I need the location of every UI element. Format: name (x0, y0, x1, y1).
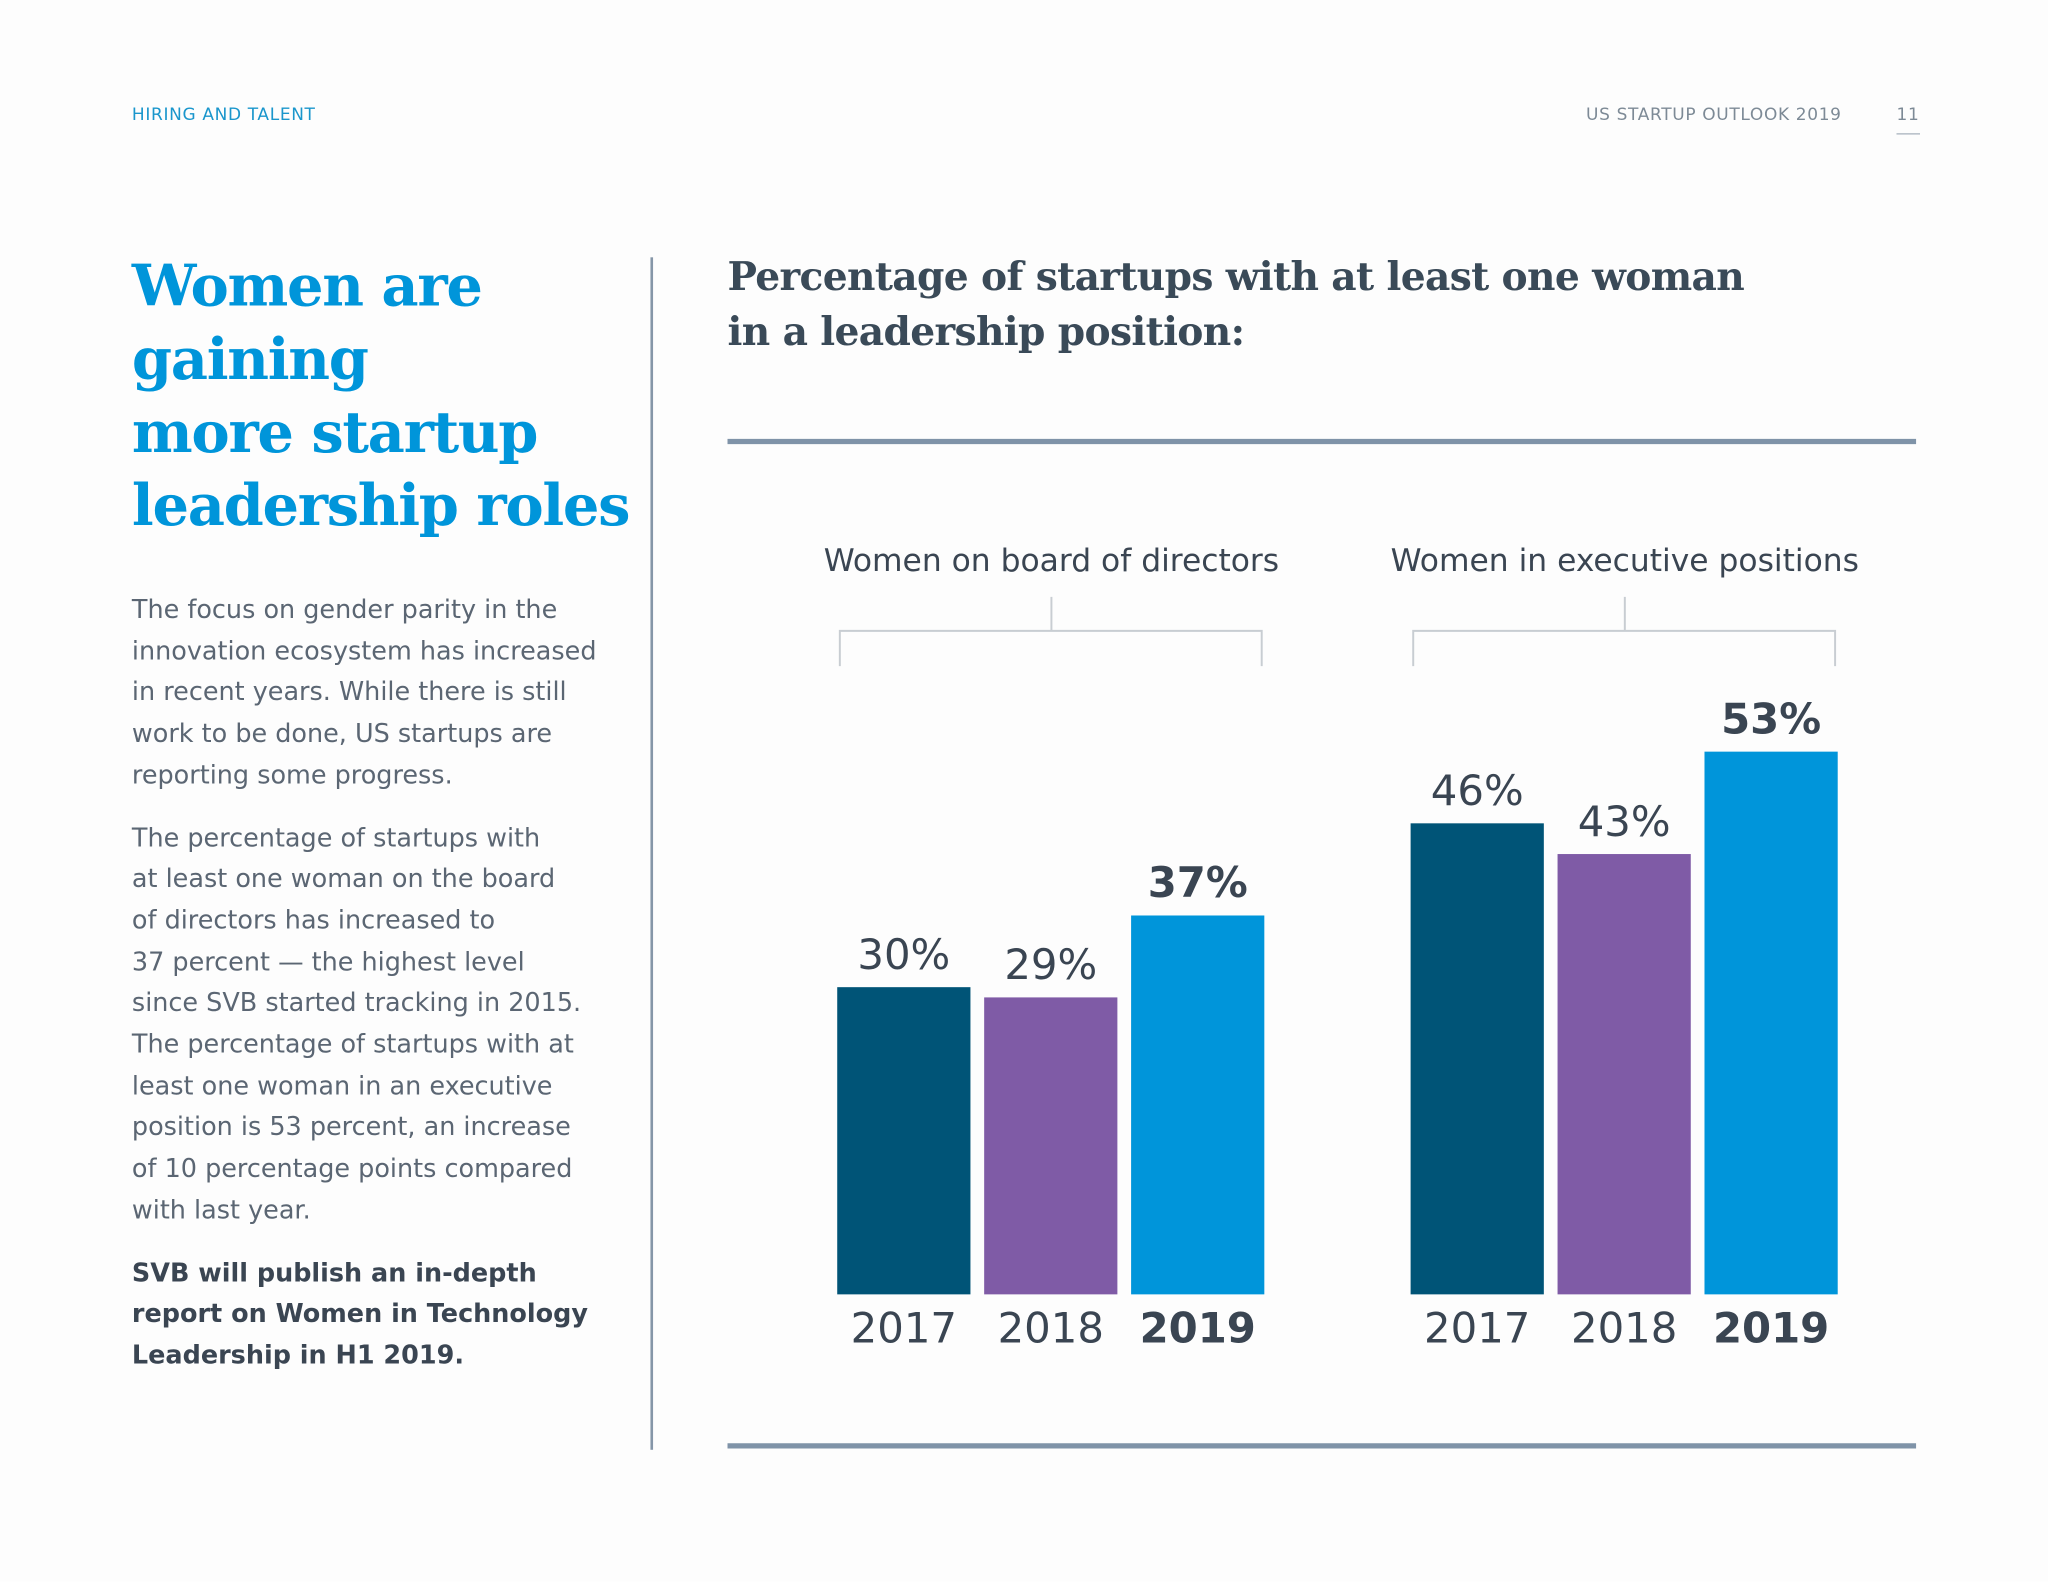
paragraph-line: The focus on gender parity in the (131, 594, 558, 625)
category-label: 2019 (1713, 1304, 1829, 1353)
bracket (838, 596, 1263, 667)
category-label: 2019 (1140, 1304, 1256, 1353)
bar (1131, 915, 1265, 1295)
category-label: 2018 (1571, 1304, 1677, 1353)
callout-line: Leadership in H1 2019. (131, 1340, 464, 1371)
publication-label: US STARTUP OUTLOOK 2019 (1586, 105, 1842, 126)
callout-line: report on Women in Technology (131, 1298, 588, 1329)
paragraph-line: position is 53 percent, an increase (131, 1112, 571, 1143)
value-label: 29% (1004, 940, 1097, 989)
bar (1557, 854, 1691, 1295)
bar (1410, 823, 1544, 1295)
paragraph-line: least one woman in an executive (131, 1070, 553, 1101)
paragraph-line: work to be done, US startups are (131, 718, 553, 749)
section-label: HIRING AND TALENT (131, 105, 316, 126)
paragraph-line: in recent years. While there is still (131, 677, 567, 708)
paragraph-line: at least one woman on the board (131, 863, 556, 894)
chart-heading-line: in a leadership position: (727, 309, 1246, 356)
callout: SVB will publish an in-depth report on Wo… (132, 1252, 628, 1376)
paragraph-line: The percentage of startups with (131, 822, 541, 853)
value-label: 43% (1578, 797, 1671, 846)
divider (650, 257, 654, 1450)
headline-line: leadership roles (131, 472, 631, 540)
callout-line: SVB will publish an in-depth (131, 1257, 537, 1288)
page-number: 11 (1896, 106, 1920, 135)
paragraph-line: innovation ecosystem has increased (131, 635, 597, 666)
category-label: 2018 (998, 1304, 1104, 1353)
value-label: 53% (1721, 694, 1821, 743)
bracket (1412, 596, 1837, 667)
paragraph-line: of 10 percentage points compared (131, 1153, 573, 1184)
paragraph-line: of directors has increased to (131, 905, 496, 936)
paragraph: The percentage of startups with at least … (132, 817, 628, 1231)
value-label: 46% (1431, 766, 1524, 815)
group-title: Women in executive positions (1391, 543, 1859, 579)
paragraph: The focus on gender parity in the innovat… (132, 589, 628, 796)
bar (984, 997, 1118, 1295)
chart-heading-line: Percentage of startups with at least one… (727, 254, 1745, 301)
bar (1704, 751, 1838, 1295)
group-title: Women on board of directors (824, 543, 1279, 579)
headline-line: Women are (131, 253, 483, 320)
paragraph-line: with last year. (131, 1194, 311, 1225)
chart-heading: Percentage of startups with at least one… (728, 251, 1745, 361)
paragraph-line: reporting some progress. (131, 759, 453, 790)
category-label: 2017 (1424, 1304, 1530, 1353)
headline: Women are gaining more startup leadership r… (131, 251, 631, 544)
headline-line: gaining (131, 326, 369, 394)
value-label: 37% (1148, 858, 1248, 907)
paragraph-line: since SVB started tracking in 2015. (131, 987, 582, 1018)
paragraph-line: The percentage of startups with at (131, 1029, 574, 1060)
body-text: The focus on gender parity in the innovat… (132, 589, 628, 1376)
category-label: 2017 (851, 1304, 957, 1353)
paragraph-line: 37 percent — the highest level (131, 946, 525, 977)
value-label: 30% (857, 930, 950, 979)
headline-line: more startup (131, 399, 539, 467)
bar (837, 987, 971, 1295)
